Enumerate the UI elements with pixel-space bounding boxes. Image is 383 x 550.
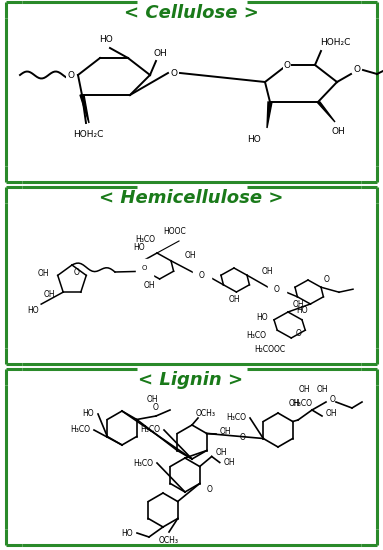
- Text: HO: HO: [133, 243, 145, 252]
- Text: O: O: [354, 65, 360, 74]
- Text: O: O: [74, 268, 79, 277]
- Text: H₃CO: H₃CO: [226, 414, 246, 422]
- Text: O: O: [274, 285, 280, 294]
- Text: O: O: [142, 265, 147, 271]
- Text: OH: OH: [293, 300, 304, 309]
- Text: OH: OH: [146, 395, 158, 404]
- Text: HOH₂C: HOH₂C: [320, 38, 350, 47]
- Text: OH: OH: [316, 385, 328, 394]
- Text: OH: OH: [224, 458, 235, 467]
- Text: O: O: [199, 271, 205, 279]
- Text: < Lignin >: < Lignin >: [138, 371, 244, 389]
- Text: O: O: [296, 328, 302, 338]
- Text: HO: HO: [247, 135, 261, 144]
- Text: OH: OH: [331, 127, 345, 136]
- Text: OH: OH: [326, 410, 338, 419]
- Text: O: O: [330, 395, 336, 404]
- Text: H₃CO: H₃CO: [135, 235, 155, 244]
- Text: HO: HO: [82, 410, 94, 419]
- Text: OH: OH: [220, 427, 232, 437]
- Text: OH: OH: [44, 290, 55, 299]
- Text: O: O: [240, 433, 246, 443]
- Text: O: O: [170, 69, 177, 78]
- Polygon shape: [317, 102, 335, 122]
- Text: H₃CO: H₃CO: [292, 399, 312, 409]
- Text: HO: HO: [99, 35, 113, 44]
- Text: OCH₃: OCH₃: [159, 536, 179, 545]
- Text: HO: HO: [296, 306, 308, 315]
- Text: O: O: [283, 60, 290, 69]
- Text: H₃CO: H₃CO: [246, 331, 266, 339]
- Text: HO: HO: [27, 306, 39, 315]
- Text: OH: OH: [153, 49, 167, 58]
- Text: HO: HO: [121, 529, 133, 537]
- Text: O: O: [67, 70, 74, 80]
- Text: OH: OH: [298, 385, 310, 394]
- Text: HO: HO: [256, 312, 268, 322]
- Text: < Cellulose >: < Cellulose >: [124, 4, 259, 22]
- Text: OCH₃: OCH₃: [196, 410, 216, 419]
- Polygon shape: [80, 95, 89, 123]
- Text: O: O: [324, 274, 330, 284]
- Text: HOOC: HOOC: [164, 227, 187, 236]
- Text: < Hemicellulose >: < Hemicellulose >: [99, 189, 283, 207]
- Text: O: O: [207, 485, 213, 493]
- Text: OH: OH: [185, 251, 196, 261]
- Text: O: O: [153, 404, 159, 412]
- Polygon shape: [267, 102, 272, 128]
- Text: H₃CO: H₃CO: [133, 459, 153, 468]
- Text: OH: OH: [262, 267, 273, 277]
- Text: OH: OH: [143, 281, 155, 290]
- Text: H₂COOС: H₂COOС: [254, 345, 286, 354]
- Text: H₃CO: H₃CO: [140, 426, 160, 434]
- Text: OH: OH: [216, 448, 228, 457]
- Text: OH: OH: [228, 295, 240, 304]
- Text: HOH₂C: HOH₂C: [73, 130, 103, 139]
- Text: OH: OH: [288, 399, 300, 408]
- Text: OH: OH: [38, 269, 50, 278]
- Text: H₃CO: H₃CO: [70, 426, 90, 434]
